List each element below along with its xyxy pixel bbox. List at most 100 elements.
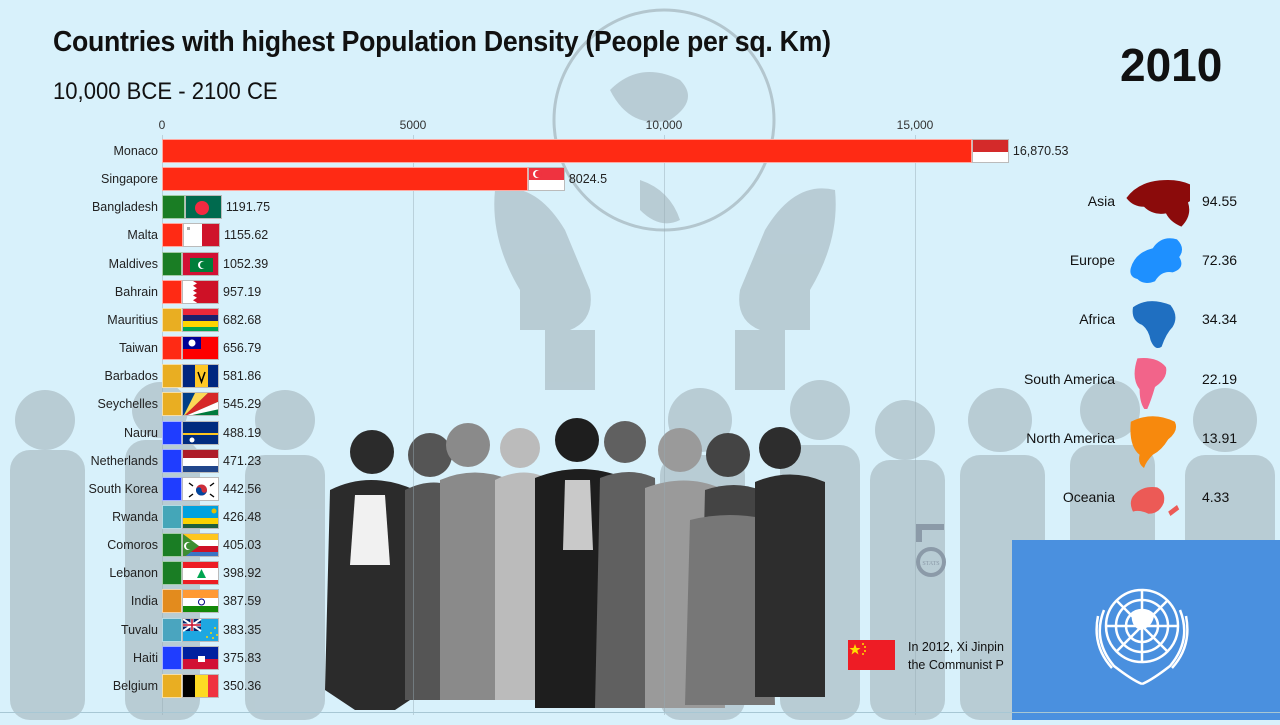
bar (162, 251, 182, 276)
rwanda-flag-icon (182, 504, 219, 529)
oceania-map-icon (1130, 487, 1180, 516)
bar-row-comoros: Comoros 405.03 (0, 533, 1280, 558)
bar-row-malta: Malta 1155.62 (0, 223, 1280, 248)
continent-europe: Europe 72.36 (950, 237, 1280, 287)
year-label: 2010 (1120, 39, 1223, 91)
value-label: 656.79 (223, 341, 262, 356)
value-label: 1052.39 (223, 256, 269, 271)
bahrain-flag-icon (182, 279, 219, 304)
annotation-line-2: the Communist P (908, 658, 1004, 672)
bar-row-belgium: Belgium 350.36 (0, 673, 1280, 698)
value-label: 426.48 (223, 509, 262, 524)
bar (162, 561, 182, 586)
value-label: 471.23 (223, 453, 262, 468)
continent-label: Europe (1069, 252, 1115, 269)
tuvalu-flag-icon (182, 617, 219, 642)
bar (162, 673, 182, 698)
value-label: 488.19 (223, 425, 262, 440)
china-flag-icon (848, 640, 895, 670)
bar (162, 504, 182, 529)
axis-tick-10000: 10,000 (645, 118, 683, 132)
bar (162, 589, 182, 614)
continent-value: 94.55 (1202, 193, 1238, 209)
bar (162, 645, 182, 670)
annotation-line-1: In 2012, Xi Jinpin (908, 640, 1004, 654)
bar-row-netherlands: Netherlands 471.23 (0, 448, 1280, 473)
bar (162, 533, 182, 558)
singapore-flag-icon (527, 167, 565, 192)
stats-logo: STATS (914, 522, 946, 578)
value-label: 375.83 (223, 650, 262, 665)
country-label: Singapore (101, 172, 158, 187)
country-label: Haiti (132, 650, 158, 665)
country-label: Monaco (113, 144, 158, 158)
bar (162, 392, 182, 417)
value-label: 1191.75 (225, 200, 271, 215)
comoros-flag-icon (182, 533, 219, 558)
continent-asia: Asia 94.55 (950, 178, 1280, 228)
value-label: 398.92 (223, 566, 262, 581)
country-label: India (130, 594, 158, 609)
bar (162, 448, 182, 473)
bar (162, 195, 185, 220)
continent-south-america: South America 22.19 (950, 356, 1280, 409)
bar-row-monaco: Monaco 16,870.53 (0, 139, 1280, 163)
continent-label: Oceania (1062, 489, 1115, 505)
value-label: 405.03 (223, 538, 262, 553)
lebanon-flag-icon (182, 561, 219, 586)
bar-row-tuvalu: Tuvalu 383.35 (0, 617, 1280, 642)
value-label: 350.36 (223, 678, 262, 693)
country-label: Lebanon (109, 566, 158, 581)
continent-value: 34.34 (1202, 311, 1238, 328)
bar-row-south-korea: South Korea 442.56 (0, 476, 1280, 501)
bar (162, 336, 182, 361)
bar (162, 307, 182, 332)
haiti-flag-icon (182, 645, 219, 670)
continent-value: 4.33 (1202, 489, 1230, 505)
india-flag-icon (182, 589, 219, 614)
value-label: 442.56 (223, 481, 262, 496)
value-label: 8024.5 (568, 172, 608, 187)
bar-row-india: India 387.59 (0, 589, 1280, 614)
value-label: 387.59 (223, 594, 262, 609)
bar-row-rwanda: Rwanda 426.48 (0, 504, 1280, 529)
continent-label: Africa (1079, 311, 1115, 328)
axis-tick-0: 0 (158, 118, 166, 132)
bar (162, 617, 182, 642)
value-label: 957.19 (223, 284, 262, 299)
bangladesh-flag-icon (184, 195, 222, 220)
bar-row-bangladesh: Bangladesh 1191.75 (0, 195, 1280, 220)
country-label: Belgium (112, 678, 158, 693)
value-label: 581.86 (223, 369, 262, 384)
continent-north-america: North America 13.91 (950, 415, 1280, 468)
bar-row-mauritius: Mauritius 682.68 (0, 307, 1280, 332)
bar (162, 279, 182, 304)
country-label: Maldives (108, 256, 158, 271)
mauritius-flag-icon (182, 307, 219, 332)
continent-oceania: Oceania 4.33 (950, 474, 1280, 524)
country-label: Bangladesh (91, 200, 158, 215)
svg-text:STATS: STATS (922, 561, 939, 567)
continent-africa: Africa 34.34 (950, 296, 1280, 349)
country-label: Bahrain (114, 284, 158, 299)
value-label: 682.68 (223, 312, 262, 327)
un-flag (1012, 540, 1280, 720)
country-label: South Korea (88, 481, 159, 496)
malta-flag-icon (183, 223, 220, 248)
value-label: 545.29 (223, 397, 262, 412)
bar (162, 167, 528, 192)
chart-title: Countries with highest Population Densit… (53, 26, 831, 58)
monaco-flag-icon (971, 139, 1009, 163)
country-label: Nauru (123, 425, 158, 440)
gridline (413, 135, 414, 715)
belgium-flag-icon (182, 673, 219, 698)
country-label: Mauritius (107, 312, 158, 327)
un-emblem-icon (1095, 588, 1189, 686)
africa-map-icon (1132, 301, 1176, 349)
continent-label: South America (1023, 370, 1115, 387)
country-label: Comoros (107, 538, 158, 553)
netherlands-flag-icon (182, 448, 219, 473)
south-america-map-icon (1134, 357, 1167, 409)
chart-subtitle: 10,000 BCE - 2100 CE (53, 78, 278, 105)
bar-row-bahrain: Bahrain 957.19 (0, 279, 1280, 304)
